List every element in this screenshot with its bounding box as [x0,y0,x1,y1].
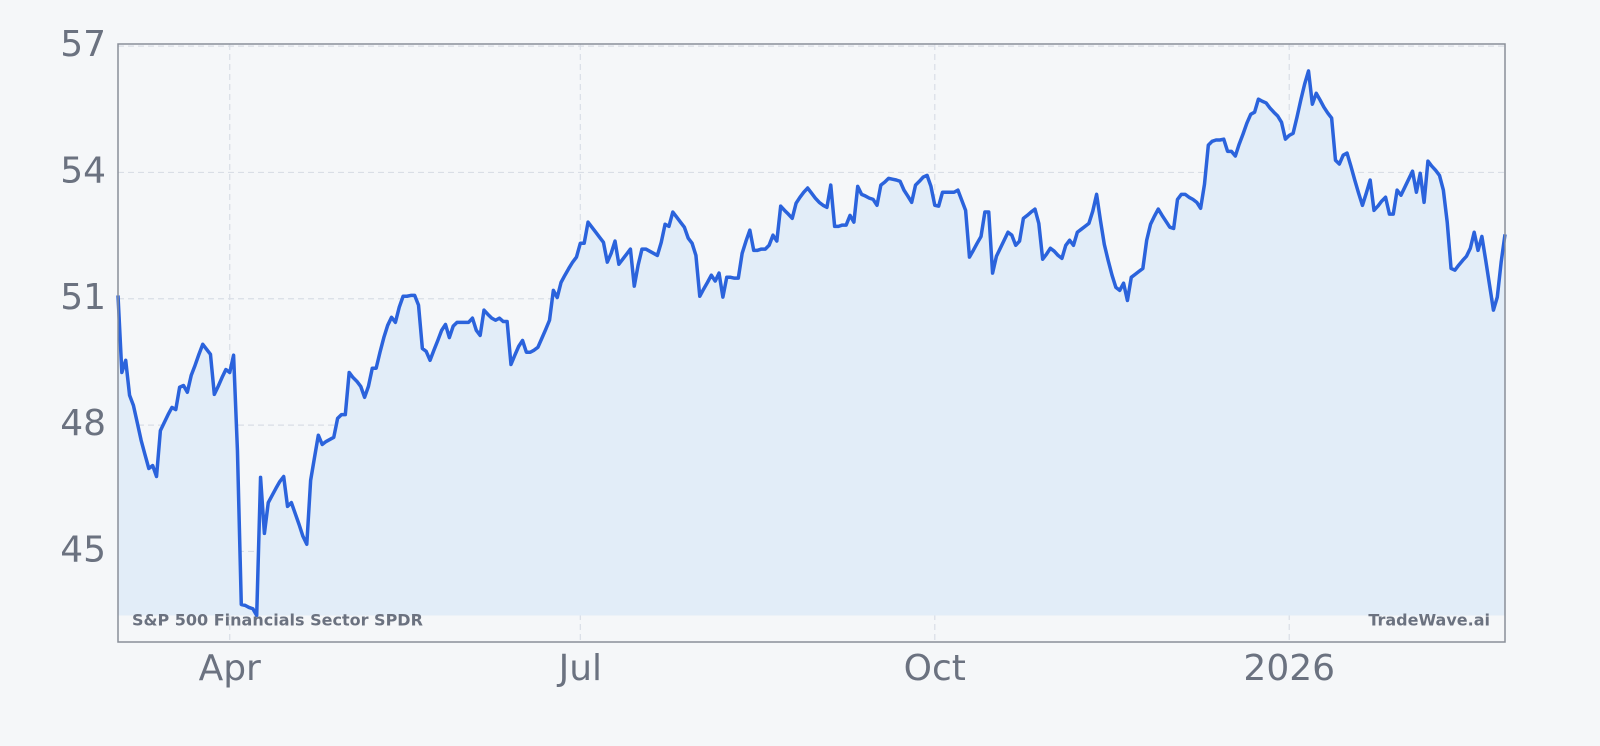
source-label: S&P 500 Financials Sector SPDR [132,611,423,630]
area [118,70,1505,616]
y-tick-label: 45 [60,529,106,570]
plot-layer: 45 48 51 54 57 Apr Jul Oct 2026 [60,24,1507,689]
plot-border [117,43,1506,643]
price-line [116,69,1507,618]
x-tick-label: 2026 [1243,648,1335,689]
watermark: TradeWave.ai [1368,611,1490,630]
x-tick-label: Apr [199,648,261,689]
y-tick-label: 51 [60,277,106,318]
y-tick-label: 48 [60,403,106,444]
y-tick-label: 57 [60,24,106,65]
y-tick-label: 54 [60,150,106,191]
x-tick-label: Oct [904,648,966,689]
x-tick-label: Jul [557,648,602,689]
